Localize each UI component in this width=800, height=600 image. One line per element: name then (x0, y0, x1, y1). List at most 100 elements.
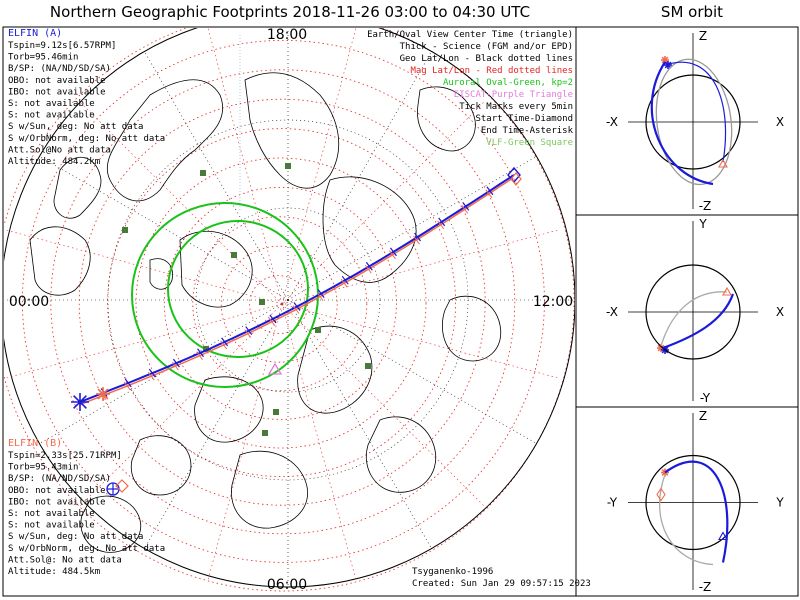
probe-info-line: S w/OrbNorm, deg: No att data (8, 134, 165, 144)
track-tick-a (414, 232, 422, 242)
track-tick-a (245, 326, 253, 335)
local-time-label-18: 18:00 (267, 27, 307, 43)
track-tick-b (340, 278, 348, 288)
orbit-start-a (718, 531, 728, 541)
coastline (53, 156, 102, 219)
track-tick-a (438, 217, 446, 227)
legend-item: Thick - Science (FGM and/or EPD) (400, 42, 573, 52)
track-tick-b (485, 189, 493, 199)
orbit-axis-label-top: Z (699, 29, 707, 43)
mag-lat-circle (163, 186, 397, 420)
orbit-title: SM orbit (661, 3, 723, 21)
geo-meridian (39, 156, 289, 301)
legend-item: Geo Lat/Lon - Black dotted lines (400, 54, 573, 64)
earth-circle (645, 74, 741, 170)
orbit-start-diamond-b (656, 487, 666, 502)
auroral-oval-outer (131, 202, 319, 388)
coastline (130, 435, 192, 496)
vlf-square (259, 299, 265, 305)
orbit-end-b (661, 56, 669, 64)
track-tick-b (196, 351, 203, 361)
track-elfin-b (78, 177, 514, 406)
probe-info-line: S w/OrbNorm, deg: No att data (8, 544, 165, 554)
mag-lat-circle (21, 39, 545, 563)
mag-lat-circle (50, 69, 516, 535)
coastline (441, 295, 502, 362)
legend-item: End Time-Asterisk (481, 126, 574, 136)
vlf-square (200, 170, 206, 176)
orbit-panel-3: Z -Z -Y Y (575, 406, 799, 597)
legend-item: Start Time-Diamond (475, 114, 573, 124)
track-tick-a (221, 337, 229, 347)
map-boundary (4, 28, 575, 588)
mag-meridian (281, 303, 560, 379)
mag-lat-circle (220, 245, 338, 363)
orbit-panel-frame (575, 406, 799, 597)
orbit-start-b (718, 158, 728, 168)
coastline (231, 450, 308, 529)
page-title: Northern Geographic Footprints 2018-11-2… (50, 3, 530, 21)
mag-meridian (281, 100, 486, 305)
mag-meridian (207, 303, 283, 582)
probe-info-line: S: not available (8, 111, 95, 121)
track-tick-b (437, 220, 445, 230)
track-tick-b (123, 381, 131, 391)
coastline (179, 231, 253, 308)
probe-a-info: ELFIN (A) Tspin=9.12s[6.57RPM] Torb=95.46m… (8, 28, 165, 167)
auroral-oval (131, 202, 319, 388)
earth-circle (645, 264, 741, 360)
orbit-path-a (664, 460, 729, 563)
track-tick-b (172, 361, 179, 371)
probe-b-info: ELFIN (B) Tspin=2.33s[25.71RPM] Torb=95.43… (8, 438, 165, 577)
map-coastlines (29, 72, 502, 553)
coastline (149, 258, 173, 290)
sm-orbit-panels: Z -Z -X X Y -Y -X X Z -Z -Y Y (575, 26, 799, 597)
probe-info-line: Altitude: 484.5km (8, 567, 100, 577)
track-tick-b (147, 371, 155, 381)
legend-item: Auroral Oval-Green, kp=2 (443, 78, 573, 88)
footprint-tracks (71, 56, 672, 496)
coastline (417, 86, 476, 152)
orbit-path-grey (660, 291, 728, 347)
probe-info-line: B/SP: (NA/ND/SD/SA) (8, 64, 111, 74)
orbit-axis-label-right: X (776, 305, 784, 319)
local-time-label-12: 12:00 (533, 294, 573, 310)
track-tick-a (293, 302, 301, 311)
legend-item: Tick Marks every 5min (459, 102, 573, 112)
legend-item: VLF-Green Square (486, 138, 573, 148)
orbit-end-a (664, 61, 672, 69)
orbit-start-b (722, 286, 732, 296)
probe-info-line: S w/Sun, deg: No att data (8, 122, 143, 132)
mag-meridian (4, 229, 283, 305)
probe-info-line: B/SP: (NA/ND/SD/SA) (8, 474, 111, 484)
probe-info-line: Torb=95.43min (8, 463, 78, 473)
vlf-square (203, 346, 209, 352)
mag-meridian (78, 303, 283, 508)
oval-view-center-b (115, 479, 129, 493)
probe-info-line: S: not available (8, 521, 95, 531)
orbit-axis-label-left: -X (606, 305, 618, 319)
probe-info-line: S: not available (8, 509, 95, 519)
probe-info-line: Altitude: 484.2km (8, 157, 100, 167)
track-tick-a (341, 275, 349, 285)
vlf-square (231, 252, 237, 258)
mag-lat-circle (4, 28, 575, 592)
track-tick-b (316, 292, 324, 301)
coastline (365, 416, 437, 493)
probe-info-line: OBO: not available (8, 76, 106, 86)
eiscat-triangle (267, 362, 283, 375)
orbit-axis-label-right: X (776, 115, 784, 129)
vlf-stations (122, 163, 371, 436)
probe-info-line: Att.Sol@No att data (8, 145, 111, 155)
coastline (80, 495, 142, 553)
orbit-axis-label-top: Y (698, 217, 707, 231)
geo-meridian (144, 51, 289, 301)
coastline (322, 176, 417, 283)
track-tick-a (269, 314, 277, 324)
vlf-square (262, 430, 268, 436)
probe-info-line: IBO: not available (8, 87, 106, 97)
orbit-panel-1: Z -Z -X X (575, 26, 799, 216)
track-tick-a (389, 247, 397, 257)
mag-meridian (207, 28, 283, 305)
track-tick-a (124, 378, 132, 388)
